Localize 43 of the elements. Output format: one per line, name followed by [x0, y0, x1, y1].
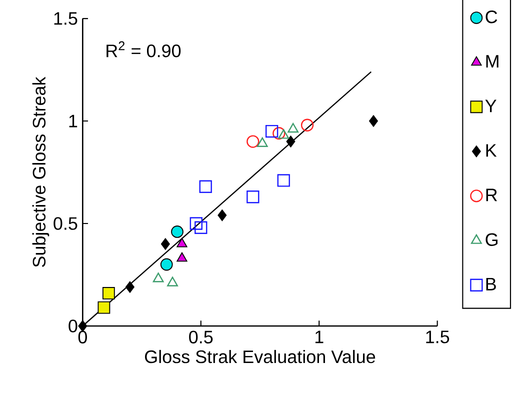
- x-tick-label: 1: [315, 330, 324, 344]
- legend-label: M: [486, 55, 498, 68]
- point: [277, 174, 290, 187]
- y-tick-label: 1: [69, 114, 78, 128]
- point: [167, 276, 178, 286]
- point: [278, 129, 290, 139]
- x-tick-label: 0.5: [189, 330, 213, 344]
- y-tick-label: 0: [68, 320, 78, 332]
- point: [288, 123, 299, 133]
- point: [369, 115, 378, 127]
- point: [246, 135, 260, 148]
- point: [98, 301, 110, 314]
- legend-label: B: [486, 278, 496, 290]
- point: [102, 287, 115, 300]
- point: [125, 281, 134, 293]
- point: [265, 124, 278, 138]
- x-tick-label: 0: [78, 330, 87, 344]
- point: [171, 226, 184, 238]
- point: [176, 238, 188, 248]
- point: [194, 221, 208, 234]
- x-tick-label: 1.5: [426, 330, 450, 344]
- annotation: R$^{2}$ = 0.90: [106, 41, 181, 58]
- point: [160, 238, 170, 250]
- point: [152, 272, 164, 282]
- legend-label: G: [486, 233, 498, 246]
- y-tick-label: 0.5: [54, 217, 78, 230]
- legend-label: Y: [485, 100, 496, 112]
- point: [272, 126, 286, 140]
- point: [246, 190, 260, 204]
- y-tick-label: 1.5: [54, 12, 78, 25]
- legend-label: C: [486, 10, 498, 24]
- point: [199, 180, 212, 193]
- point: [176, 252, 188, 262]
- point: [190, 217, 202, 230]
- point: [218, 210, 227, 222]
- x-axis-title: Gloss Strak Evaluation Value: [145, 350, 376, 364]
- legend-label: K: [486, 144, 497, 157]
- y-axis-title: Subjective Gloss Streak: [32, 76, 50, 267]
- legend-label: R: [486, 188, 497, 202]
- point: [256, 137, 268, 147]
- point: [160, 258, 173, 271]
- point: [300, 118, 314, 132]
- point: [286, 136, 296, 148]
